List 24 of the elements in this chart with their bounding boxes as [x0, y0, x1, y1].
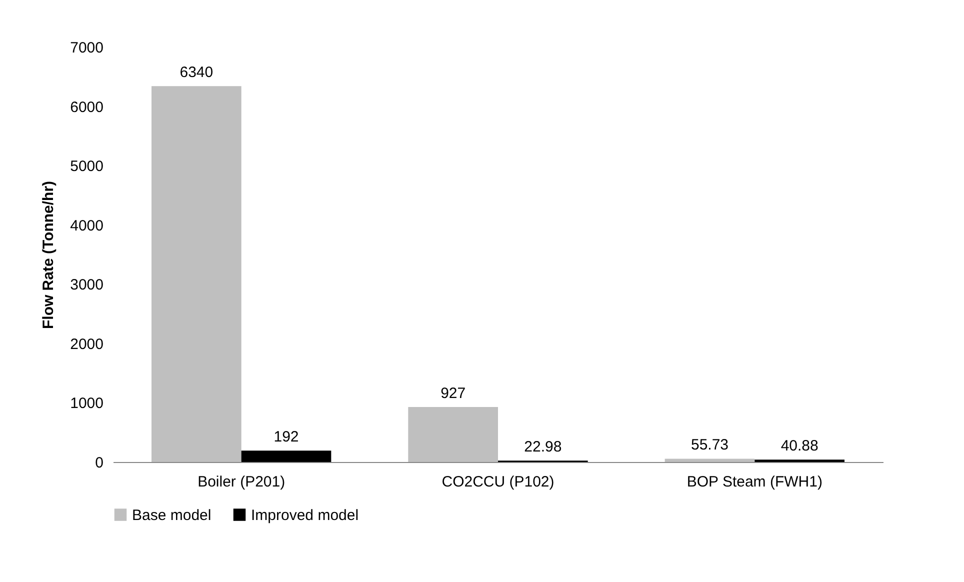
y-tick-label: 0	[95, 454, 104, 472]
bar	[241, 450, 332, 462]
y-axis-title: Flow Rate (Tonne/hr)	[40, 180, 58, 330]
x-tick-label: CO2CCU (P102)	[442, 474, 554, 490]
data-label: 192	[274, 428, 299, 446]
data-label: 22.98	[524, 438, 562, 456]
y-tick-label: 3000	[70, 276, 104, 294]
y-tick-label: 1000	[70, 395, 104, 412]
y-tick-label: 5000	[70, 158, 104, 176]
data-label: 40.88	[780, 438, 818, 455]
legend-label: Base model	[132, 506, 212, 524]
data-label: 6340	[180, 64, 214, 82]
bar	[152, 86, 242, 462]
y-tick-label: 6000	[70, 98, 104, 116]
y-tick-label: 4000	[70, 217, 104, 234]
bar	[664, 458, 755, 462]
x-tick-label: Boiler (P201)	[198, 474, 286, 490]
data-label: 927	[440, 385, 466, 402]
y-tick-label: 7000	[70, 40, 104, 56]
data-label: 55.73	[690, 436, 729, 454]
x-tick-label: BOP Steam (FWH1)	[686, 474, 822, 490]
bar	[408, 407, 498, 462]
y-tick-label: 2000	[70, 336, 104, 353]
legend-label: Improved model	[251, 506, 359, 524]
